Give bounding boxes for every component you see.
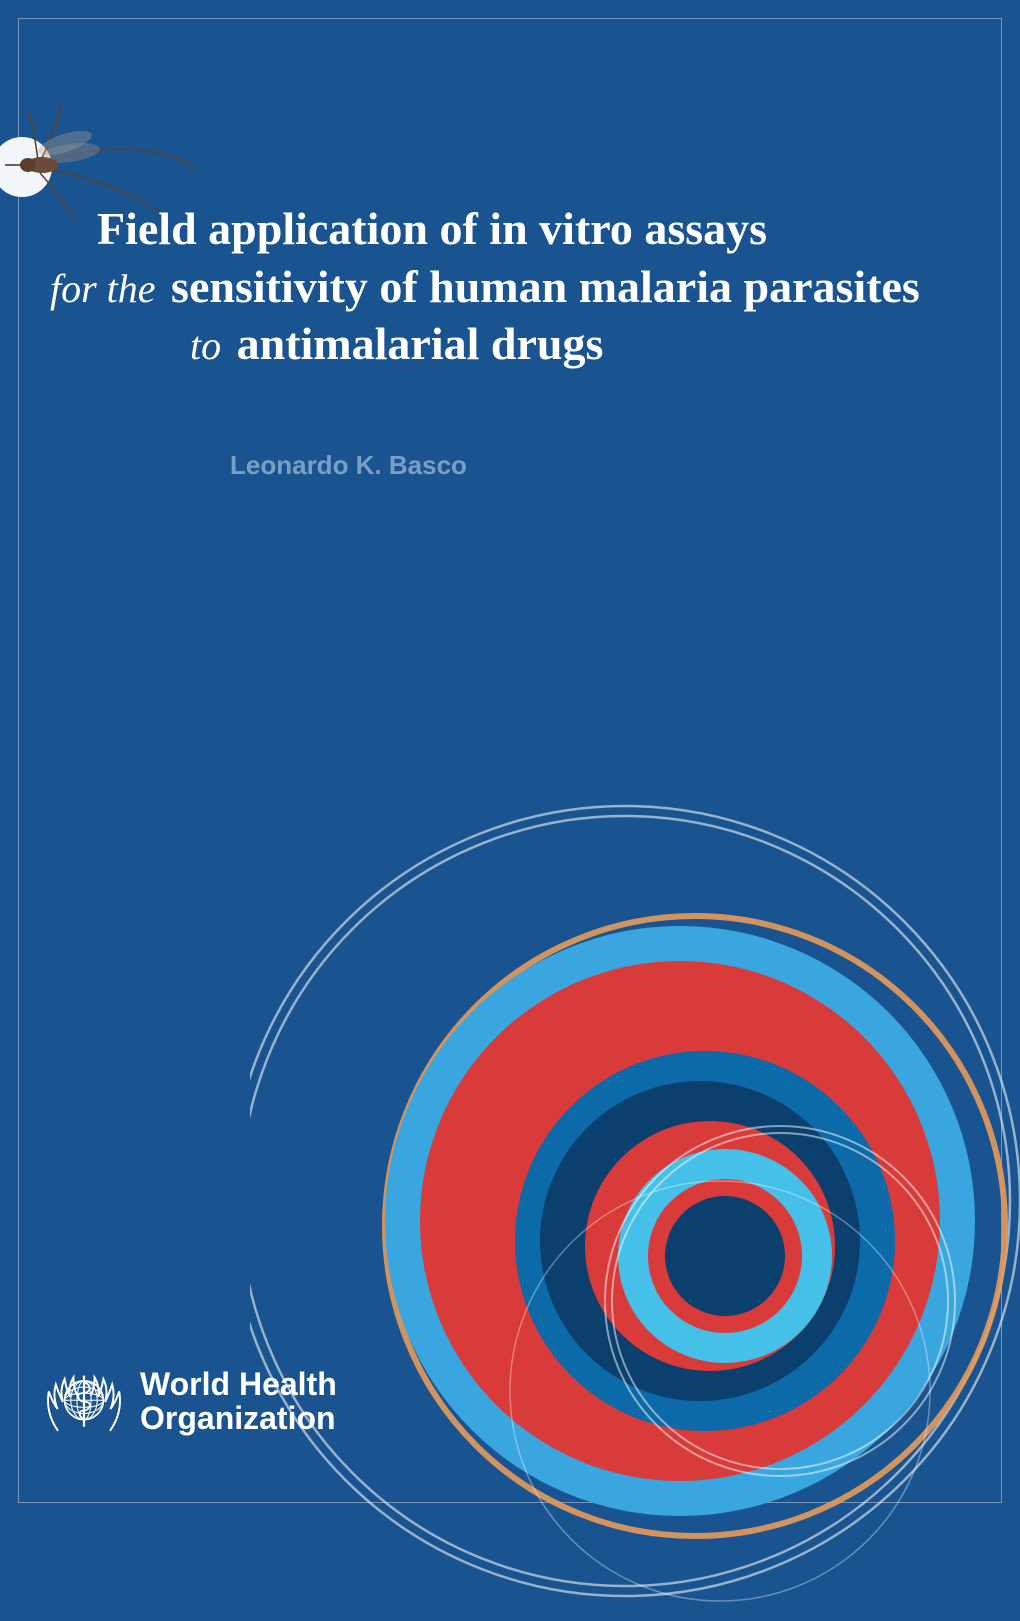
title-line1: Field application of in vitro assays bbox=[97, 203, 767, 254]
title-line2: sensitivity of human malaria parasites bbox=[171, 261, 920, 312]
who-logo: World Health Organization bbox=[40, 1358, 337, 1446]
author-name: Leonardo K. Basco bbox=[230, 450, 467, 481]
circles-artwork bbox=[250, 771, 1020, 1621]
title-line3: antimalarial drugs bbox=[237, 318, 604, 369]
document-title: Field application of in vitro assays for… bbox=[50, 200, 1000, 373]
who-emblem-icon bbox=[40, 1358, 128, 1446]
who-text: World Health Organization bbox=[140, 1368, 337, 1435]
org-line2: Organization bbox=[140, 1402, 337, 1436]
title-connector-1: for the bbox=[50, 266, 160, 311]
org-line1: World Health bbox=[140, 1368, 337, 1402]
title-connector-2: to bbox=[190, 323, 225, 368]
